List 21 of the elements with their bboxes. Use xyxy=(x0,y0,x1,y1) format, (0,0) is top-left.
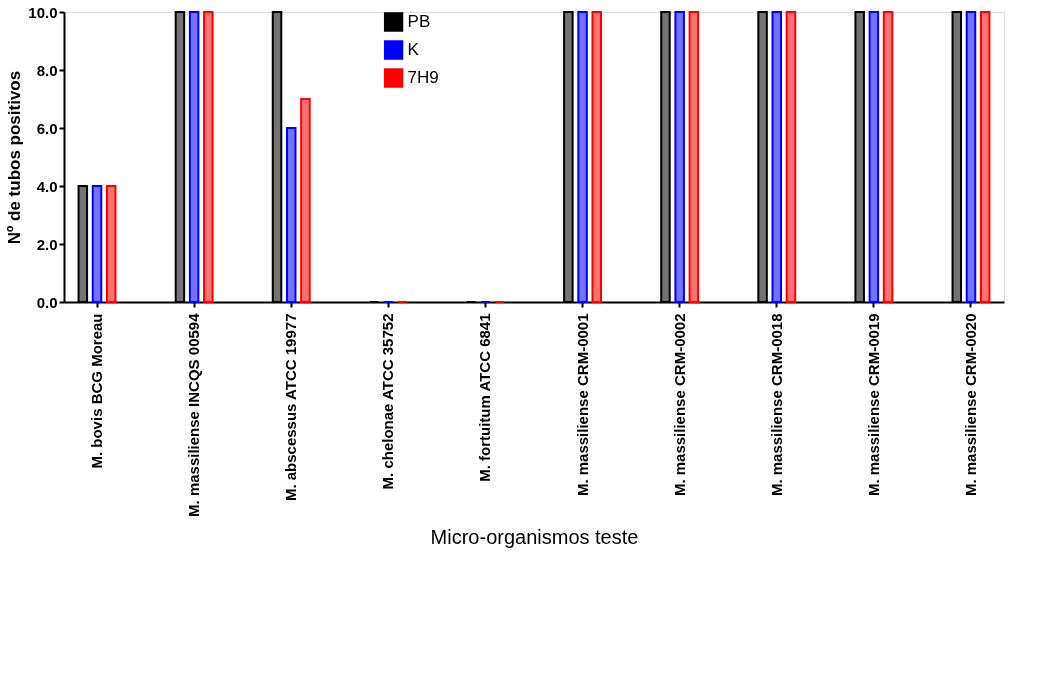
x-tick-label: M. massiliense INCQS 00594 xyxy=(185,312,203,517)
x-tick-label: M. massiliense CRM-0002 xyxy=(670,313,688,497)
x-tick-label: M. massiliense CRM-0001 xyxy=(573,313,591,497)
x-tick-label: M. chelonae ATCC 35752 xyxy=(379,313,397,490)
y-tick-label: 10.0 xyxy=(28,3,58,21)
x-tick-label: M. bovis BCG Moreau xyxy=(88,313,106,469)
x-tick-label: M. abscessus ATCC 19977 xyxy=(282,313,300,502)
legend-label: 7H9 xyxy=(407,68,439,87)
legend-label: K xyxy=(407,40,420,59)
y-tick-label: 8.0 xyxy=(36,61,58,79)
legend-label: PB xyxy=(407,12,431,31)
y-tick-label: 0.0 xyxy=(36,293,58,311)
y-axis-title: Nº de tubos positivos xyxy=(5,70,25,245)
x-axis-title: Micro-organismos teste xyxy=(430,525,639,548)
x-tick-label: M. massiliense CRM-0018 xyxy=(767,313,785,497)
y-tick-label: 6.0 xyxy=(36,119,58,137)
y-tick-label: 4.0 xyxy=(36,177,58,195)
x-tick-label: M. massiliense CRM-0019 xyxy=(864,313,882,497)
y-tick-label: 2.0 xyxy=(36,235,58,253)
x-tick-label: M. massiliense CRM-0020 xyxy=(961,313,979,497)
x-tick-label: M. fortuitum ATCC 6841 xyxy=(476,313,494,482)
